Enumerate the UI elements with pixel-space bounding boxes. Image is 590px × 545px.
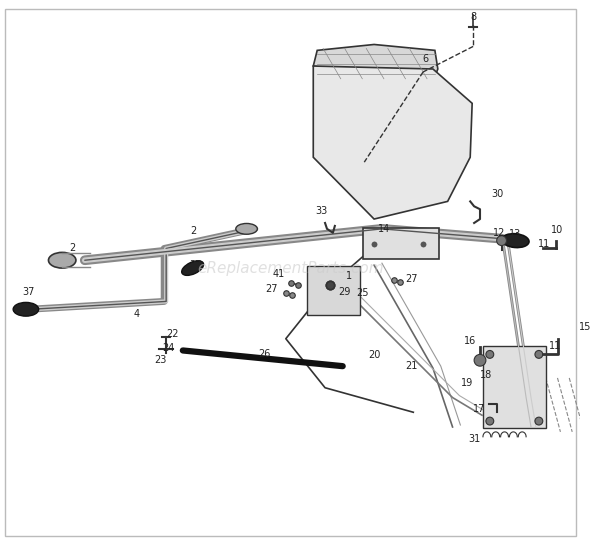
Text: 23: 23	[154, 355, 166, 365]
Text: 31: 31	[468, 434, 480, 444]
Text: 26: 26	[258, 349, 270, 359]
Ellipse shape	[48, 252, 76, 268]
Text: 29: 29	[339, 287, 351, 296]
Text: 19: 19	[461, 378, 473, 388]
Text: 1: 1	[346, 271, 352, 281]
Text: 12: 12	[493, 228, 506, 238]
Text: 10: 10	[552, 225, 563, 235]
Text: 2: 2	[69, 244, 75, 253]
Text: 11: 11	[537, 239, 550, 249]
Circle shape	[535, 350, 543, 358]
Circle shape	[474, 354, 486, 366]
FancyBboxPatch shape	[483, 346, 546, 428]
Text: 33: 33	[315, 206, 327, 216]
Text: 16: 16	[464, 336, 476, 346]
Text: 37: 37	[189, 260, 202, 270]
Text: 4: 4	[134, 309, 140, 319]
Text: 15: 15	[579, 322, 590, 332]
Text: 21: 21	[405, 361, 418, 371]
Ellipse shape	[13, 302, 39, 316]
Text: 6: 6	[422, 54, 428, 64]
Text: 41: 41	[273, 269, 285, 279]
Circle shape	[486, 417, 494, 425]
Text: 11: 11	[549, 341, 562, 350]
Text: 17: 17	[473, 404, 485, 414]
Text: 37: 37	[22, 287, 35, 296]
Text: 27: 27	[405, 274, 418, 284]
Polygon shape	[313, 45, 438, 82]
Circle shape	[535, 417, 543, 425]
Text: eReplacementParts.com: eReplacementParts.com	[198, 261, 384, 276]
Text: 27: 27	[265, 284, 277, 294]
Text: 30: 30	[491, 189, 504, 198]
Ellipse shape	[236, 223, 257, 234]
Text: 2: 2	[191, 226, 196, 236]
Ellipse shape	[502, 234, 529, 247]
Text: 8: 8	[470, 12, 476, 22]
Polygon shape	[313, 66, 472, 219]
Text: 22: 22	[166, 329, 178, 339]
Text: 24: 24	[162, 342, 174, 353]
Text: 14: 14	[378, 224, 390, 234]
Text: 20: 20	[368, 350, 381, 360]
FancyBboxPatch shape	[363, 228, 439, 259]
Text: 25: 25	[356, 288, 369, 298]
Text: 13: 13	[509, 229, 522, 239]
Text: 18: 18	[480, 370, 492, 380]
Ellipse shape	[182, 261, 204, 275]
Circle shape	[486, 350, 494, 358]
Circle shape	[497, 236, 506, 246]
FancyBboxPatch shape	[307, 266, 360, 315]
